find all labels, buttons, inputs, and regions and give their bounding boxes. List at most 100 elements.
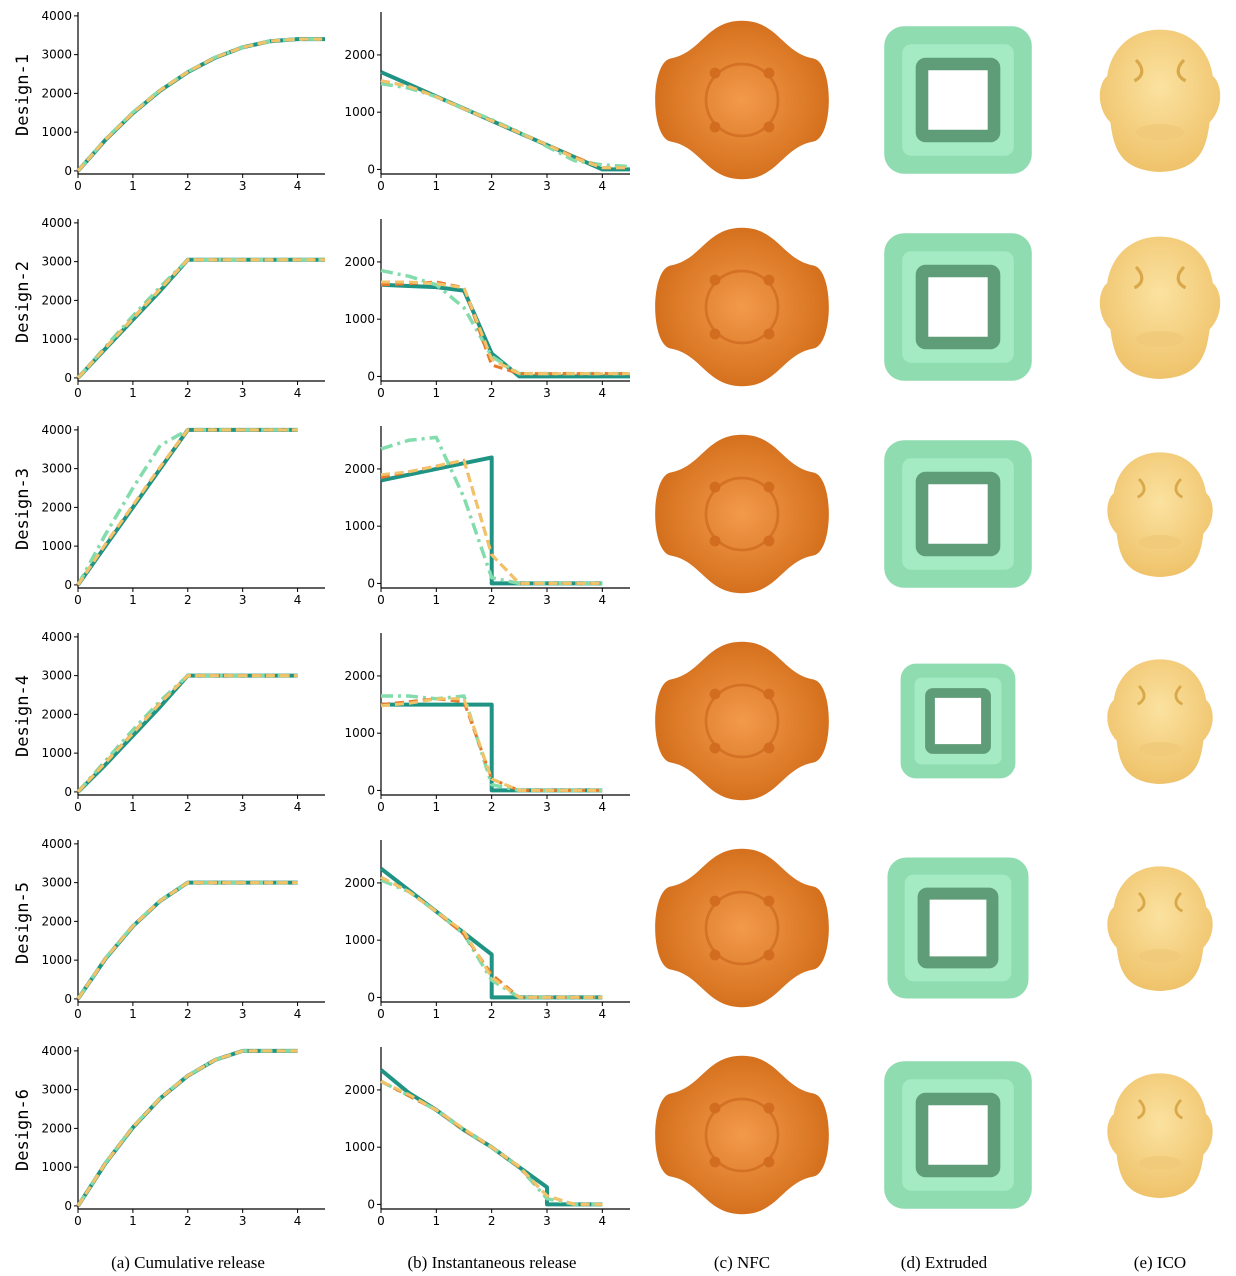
nfc-render — [653, 847, 831, 1009]
series-line — [76, 880, 298, 1000]
y-tick-label: 0 — [367, 576, 375, 590]
series-line — [380, 70, 630, 172]
x-tick-label: 2 — [488, 593, 496, 607]
y-tick-label: 2000 — [41, 86, 72, 100]
y-tick-label: 2000 — [41, 293, 72, 307]
series-line — [76, 881, 298, 1000]
y-tick-label: 1000 — [344, 726, 375, 740]
series-line — [380, 282, 630, 379]
y-tick-label: 0 — [64, 785, 72, 799]
series-line — [76, 257, 325, 380]
x-tick-label: 0 — [377, 386, 385, 400]
ico-render — [1097, 27, 1223, 174]
x-tick-label: 1 — [129, 1007, 137, 1021]
x-tick-label: 3 — [543, 386, 551, 400]
x-tick-label: 3 — [239, 386, 247, 400]
caption: (b) Instantaneous release — [408, 1253, 577, 1272]
nfc-render — [653, 226, 831, 388]
caption: (c) NFC — [714, 1253, 770, 1272]
x-tick-label: 0 — [74, 800, 82, 814]
x-tick-label: 0 — [74, 386, 82, 400]
y-tick-label: 1000 — [41, 953, 72, 967]
series-line — [380, 875, 603, 999]
y-tick-label: 1000 — [344, 105, 375, 119]
series-line — [76, 428, 298, 586]
row-label: Design-3 — [13, 468, 33, 550]
y-tick-label: 0 — [367, 369, 375, 383]
x-tick-label: 4 — [599, 386, 607, 400]
x-tick-label: 3 — [543, 179, 551, 193]
series-line — [76, 258, 325, 379]
y-tick-label: 4000 — [41, 216, 72, 230]
x-tick-label: 4 — [294, 179, 302, 193]
x-tick-label: 1 — [433, 800, 441, 814]
x-tick-label: 0 — [377, 800, 385, 814]
nfc-render — [653, 19, 831, 181]
series-line — [76, 673, 298, 794]
x-tick-label: 1 — [129, 386, 137, 400]
x-tick-label: 3 — [543, 800, 551, 814]
series-line — [76, 880, 298, 1001]
x-tick-label: 2 — [488, 386, 496, 400]
x-tick-label: 0 — [377, 1007, 385, 1021]
y-tick-label: 2000 — [344, 1083, 375, 1097]
ico-render — [1105, 450, 1215, 579]
ico-render — [1105, 1071, 1215, 1200]
series-line — [76, 881, 298, 1000]
series-line — [380, 280, 630, 376]
y-tick-label: 3000 — [41, 462, 72, 476]
extruded-render — [901, 664, 1016, 779]
x-tick-label: 4 — [599, 800, 607, 814]
x-tick-label: 1 — [129, 179, 137, 193]
y-tick-label: 0 — [64, 578, 72, 592]
y-tick-label: 4000 — [41, 630, 72, 644]
row-label: Design-4 — [13, 675, 33, 757]
x-tick-label: 1 — [433, 179, 441, 193]
x-tick-label: 0 — [74, 1007, 82, 1021]
x-tick-label: 0 — [74, 1214, 82, 1228]
x-tick-label: 2 — [488, 179, 496, 193]
extruded-render — [884, 1061, 1032, 1209]
x-tick-label: 3 — [239, 179, 247, 193]
row-label: Design-5 — [13, 882, 33, 964]
y-tick-label: 4000 — [41, 423, 72, 437]
y-tick-label: 1000 — [344, 933, 375, 947]
x-tick-label: 4 — [599, 1007, 607, 1021]
y-tick-label: 0 — [367, 783, 375, 797]
x-tick-label: 4 — [294, 800, 302, 814]
x-tick-label: 1 — [433, 386, 441, 400]
row-label: Design-6 — [13, 1089, 33, 1171]
y-tick-label: 1000 — [344, 312, 375, 326]
series-line — [76, 673, 298, 794]
series-line — [380, 81, 631, 169]
x-tick-label: 4 — [599, 1214, 607, 1228]
x-tick-label: 2 — [184, 179, 192, 193]
y-tick-label: 3000 — [41, 876, 72, 890]
extruded-render — [884, 26, 1032, 174]
y-tick-label: 0 — [64, 164, 72, 178]
y-tick-label: 0 — [367, 1197, 375, 1211]
y-tick-label: 2000 — [344, 255, 375, 269]
series-line — [76, 1049, 298, 1207]
y-tick-label: 1000 — [41, 332, 72, 346]
ico-render — [1105, 864, 1215, 993]
y-tick-label: 3000 — [41, 669, 72, 683]
y-tick-label: 1000 — [344, 519, 375, 533]
y-tick-label: 0 — [64, 371, 72, 385]
x-tick-label: 1 — [433, 1007, 441, 1021]
ico-render — [1097, 234, 1223, 381]
x-tick-label: 2 — [184, 386, 192, 400]
y-tick-label: 4000 — [41, 9, 72, 23]
x-tick-label: 3 — [543, 1007, 551, 1021]
y-tick-label: 1000 — [41, 746, 72, 760]
series-line — [380, 458, 603, 585]
series-line — [76, 427, 298, 587]
y-tick-label: 3000 — [41, 1083, 72, 1097]
x-tick-label: 0 — [74, 593, 82, 607]
y-tick-label: 2000 — [41, 1121, 72, 1135]
nfc-render — [653, 640, 831, 802]
y-tick-label: 0 — [367, 162, 375, 176]
y-tick-label: 3000 — [41, 255, 72, 269]
x-tick-label: 2 — [488, 1214, 496, 1228]
caption: (e) ICO — [1134, 1253, 1186, 1272]
